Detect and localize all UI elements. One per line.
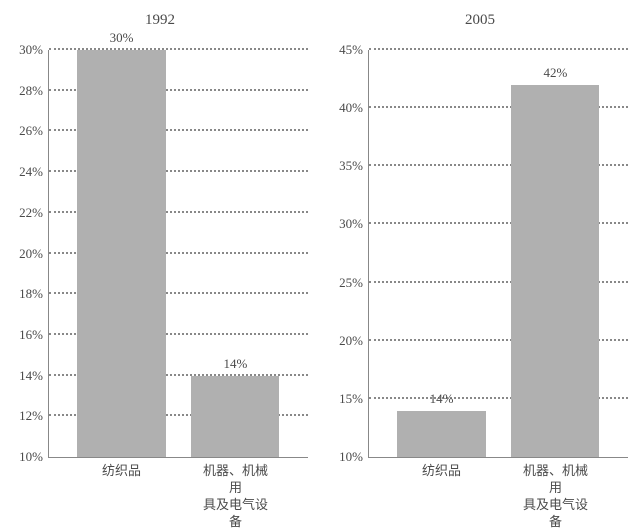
ytick-label: 30%: [19, 42, 49, 58]
ytick-label: 20%: [339, 333, 369, 349]
bar-value-label: 42%: [544, 65, 568, 81]
ytick-label: 25%: [339, 275, 369, 291]
charts-container: 199210%12%14%16%18%20%22%24%26%28%30%30%…: [0, 0, 640, 518]
bar: 30%: [77, 50, 165, 457]
chart-title: 2005: [320, 12, 640, 29]
ytick-label: 12%: [19, 408, 49, 424]
plot-area: 10%12%14%16%18%20%22%24%26%28%30%30%纺织品1…: [48, 50, 308, 458]
ytick-label: 15%: [339, 391, 369, 407]
xtick-label: 机器、机械用具及电气设备: [519, 457, 592, 531]
ytick-label: 10%: [19, 449, 49, 465]
ytick-label: 24%: [19, 164, 49, 180]
bar: 42%: [511, 85, 599, 457]
ytick-label: 20%: [19, 246, 49, 262]
ytick-label: 28%: [19, 83, 49, 99]
ytick-label: 18%: [19, 286, 49, 302]
chart-panel: 2005 10%15%20%25%30%35%40%45%14%纺织品42%机器、…: [320, 0, 640, 518]
xtick-label: 机器、机械用具及电气设备: [199, 457, 272, 531]
bar-value-label: 30%: [110, 30, 134, 46]
bar-value-label: 14%: [430, 391, 454, 407]
ytick-label: 10%: [339, 449, 369, 465]
ytick-label: 30%: [339, 216, 369, 232]
plot-area: 10%15%20%25%30%35%40%45%14%纺织品42%机器、机械用具…: [368, 50, 628, 458]
chart-panel: 199210%12%14%16%18%20%22%24%26%28%30%30%…: [0, 0, 320, 518]
chart-title: 1992: [0, 12, 320, 29]
ytick-label: 35%: [339, 158, 369, 174]
ytick-label: 14%: [19, 368, 49, 384]
bar: 14%: [397, 411, 485, 458]
bar: 14%: [191, 376, 279, 457]
ytick-label: 16%: [19, 327, 49, 343]
ytick-label: 26%: [19, 123, 49, 139]
ytick-label: 22%: [19, 205, 49, 221]
ytick-label: 45%: [339, 42, 369, 58]
bar-value-label: 14%: [224, 356, 248, 372]
ytick-label: 40%: [339, 100, 369, 116]
gridline: [369, 48, 628, 50]
xtick-label: 纺织品: [422, 457, 461, 480]
xtick-label: 纺织品: [102, 457, 141, 480]
